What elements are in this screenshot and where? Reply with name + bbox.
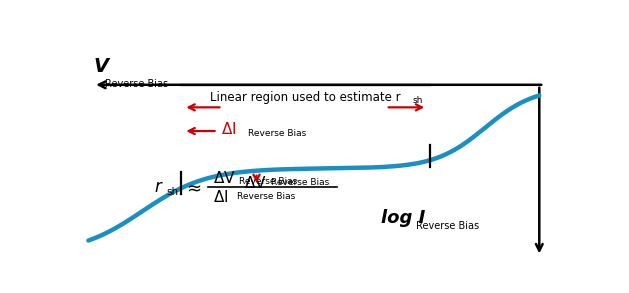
Text: log I: log I <box>381 209 425 227</box>
Text: Reverse Bias: Reverse Bias <box>106 79 169 89</box>
Text: V: V <box>93 57 108 76</box>
Text: sh: sh <box>166 187 179 197</box>
Text: Reverse Bias: Reverse Bias <box>240 177 298 186</box>
Text: r: r <box>154 178 161 196</box>
Text: sh: sh <box>413 96 423 105</box>
Text: $\Delta$V: $\Delta$V <box>244 175 267 191</box>
Text: $\approx$: $\approx$ <box>184 178 202 196</box>
Text: Linear region used to estimate r: Linear region used to estimate r <box>210 91 401 104</box>
Text: Reverse Bias: Reverse Bias <box>271 178 330 188</box>
Text: Reverse Bias: Reverse Bias <box>416 221 479 231</box>
Text: $\Delta$I: $\Delta$I <box>213 189 228 205</box>
Text: Reverse Bias: Reverse Bias <box>248 129 306 138</box>
Text: Reverse Bias: Reverse Bias <box>237 192 295 201</box>
Text: $\Delta$I: $\Delta$I <box>221 121 237 137</box>
Text: $\Delta$V: $\Delta$V <box>213 170 235 186</box>
